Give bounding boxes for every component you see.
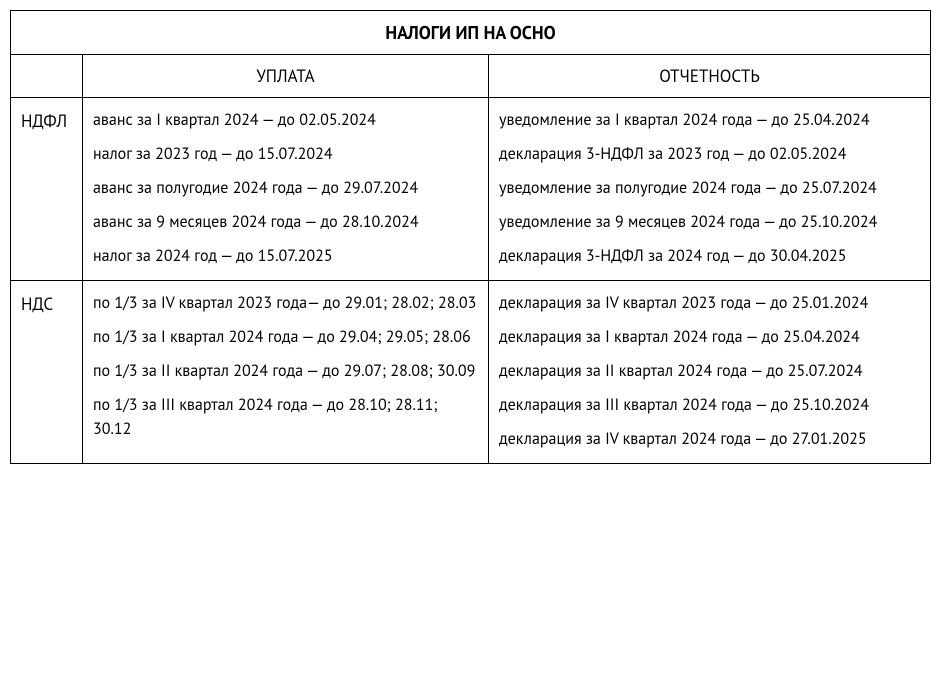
list-item: по 1/3 за III квартал 2024 года — до 28.…: [93, 393, 478, 441]
cell-report: декларация за IV квартал 2023 года — до …: [489, 281, 931, 464]
title-row: НАЛОГИ ИП НА ОСНО: [11, 11, 931, 55]
list-item: налог за 2024 год — до 15.07.2025: [93, 244, 478, 268]
cell-report: уведомление за I квартал 2024 года — до …: [489, 98, 931, 281]
list-item: по 1/3 за IV квартал 2023 года— до 29.01…: [93, 291, 478, 315]
header-payment: УПЛАТА: [83, 55, 489, 98]
table-row: НДФЛ аванс за I квартал 2024 — до 02.05.…: [11, 98, 931, 281]
list-item: декларация за IV квартал 2023 года — до …: [499, 291, 920, 315]
list-item: декларация за I квартал 2024 года — до 2…: [499, 325, 920, 349]
list-item: по 1/3 за II квартал 2024 года — до 29.0…: [93, 359, 478, 383]
row-label-ndfl: НДФЛ: [11, 98, 83, 281]
header-report: ОТЧЕТНОСТЬ: [489, 55, 931, 98]
list-item: уведомление за полугодие 2024 года — до …: [499, 176, 920, 200]
table-title: НАЛОГИ ИП НА ОСНО: [11, 11, 931, 55]
tax-table: НАЛОГИ ИП НА ОСНО УПЛАТА ОТЧЕТНОСТЬ НДФЛ…: [10, 10, 931, 464]
header-row: УПЛАТА ОТЧЕТНОСТЬ: [11, 55, 931, 98]
cell-payment: по 1/3 за IV квартал 2023 года— до 29.01…: [83, 281, 489, 464]
list-item: аванс за I квартал 2024 — до 02.05.2024: [93, 108, 478, 132]
row-label-nds: НДС: [11, 281, 83, 464]
header-label: [11, 55, 83, 98]
list-item: налог за 2023 год — до 15.07.2024: [93, 142, 478, 166]
list-item: декларация за III квартал 2024 года — до…: [499, 393, 920, 417]
list-item: уведомление за 9 месяцев 2024 года — до …: [499, 210, 920, 234]
cell-payment: аванс за I квартал 2024 — до 02.05.2024 …: [83, 98, 489, 281]
list-item: аванс за 9 месяцев 2024 года — до 28.10.…: [93, 210, 478, 234]
list-item: аванс за полугодие 2024 года — до 29.07.…: [93, 176, 478, 200]
list-item: декларация за II квартал 2024 года — до …: [499, 359, 920, 383]
list-item: декларация 3-НДФЛ за 2023 год — до 02.05…: [499, 142, 920, 166]
table-row: НДС по 1/3 за IV квартал 2023 года— до 2…: [11, 281, 931, 464]
list-item: декларация за IV квартал 2024 года — до …: [499, 427, 920, 451]
list-item: декларация 3-НДФЛ за 2024 год — до 30.04…: [499, 244, 920, 268]
list-item: по 1/3 за I квартал 2024 года — до 29.04…: [93, 325, 478, 349]
list-item: уведомление за I квартал 2024 года — до …: [499, 108, 920, 132]
